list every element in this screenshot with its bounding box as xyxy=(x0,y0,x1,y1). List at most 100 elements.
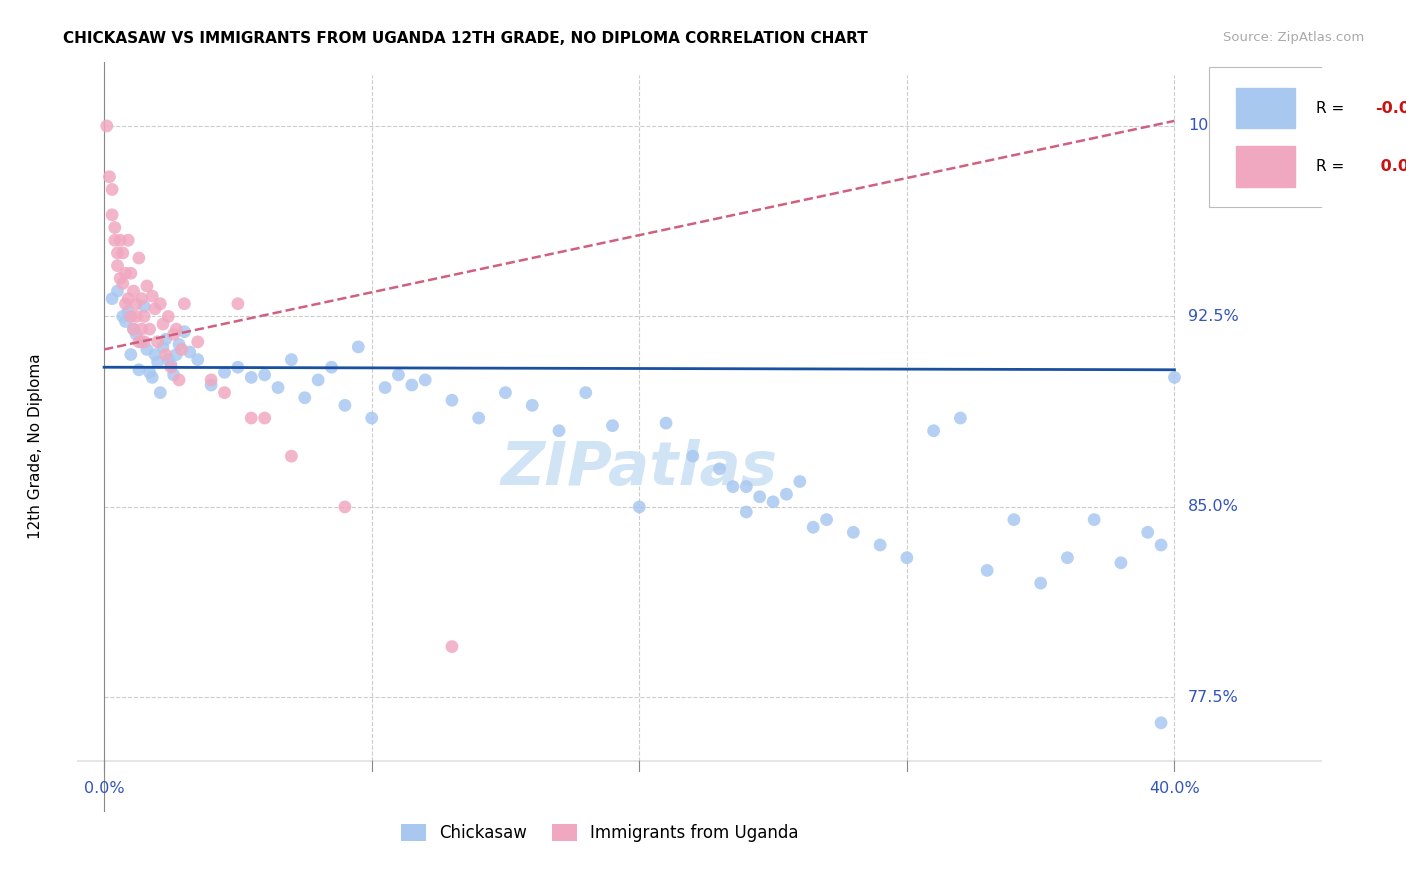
Point xyxy=(214,365,236,379)
Point xyxy=(179,345,201,359)
Point xyxy=(128,334,150,349)
Point xyxy=(655,416,678,430)
Text: 12th Grade, No Diploma: 12th Grade, No Diploma xyxy=(28,353,42,539)
Point xyxy=(522,398,544,412)
Point xyxy=(401,378,423,392)
Point xyxy=(333,398,356,412)
Point xyxy=(122,284,145,298)
Point xyxy=(152,340,174,354)
Text: ZIPatlas: ZIPatlas xyxy=(501,440,778,499)
Point xyxy=(131,334,153,349)
Point xyxy=(104,233,127,247)
Point xyxy=(163,368,186,382)
Point xyxy=(307,373,329,387)
Point xyxy=(280,449,302,463)
Point xyxy=(226,297,249,311)
FancyBboxPatch shape xyxy=(1209,68,1406,207)
Point xyxy=(160,360,183,375)
Point xyxy=(165,347,187,361)
Point xyxy=(163,327,186,342)
Point xyxy=(117,292,139,306)
Point xyxy=(117,304,139,318)
Point xyxy=(1150,538,1173,552)
Point xyxy=(134,310,156,324)
Point xyxy=(387,368,409,382)
Point xyxy=(134,299,156,313)
Point xyxy=(167,337,190,351)
Point xyxy=(321,360,343,375)
Point xyxy=(131,292,153,306)
Point xyxy=(602,418,624,433)
Point xyxy=(495,385,517,400)
Point xyxy=(108,271,131,285)
Point xyxy=(789,475,811,489)
Point xyxy=(146,334,169,349)
Point xyxy=(187,334,209,349)
Point xyxy=(440,393,463,408)
Point xyxy=(735,505,758,519)
Bar xyxy=(1236,87,1295,128)
Point xyxy=(709,462,731,476)
Point xyxy=(735,480,758,494)
Legend: Chickasaw, Immigrants from Uganda: Chickasaw, Immigrants from Uganda xyxy=(394,817,806,848)
Point xyxy=(253,411,276,425)
Point xyxy=(146,355,169,369)
Point xyxy=(134,334,156,349)
Point xyxy=(98,169,121,184)
Point xyxy=(131,322,153,336)
Point xyxy=(1002,513,1025,527)
Point xyxy=(333,500,356,514)
Point xyxy=(775,487,797,501)
Point xyxy=(226,360,249,375)
Point xyxy=(114,266,136,280)
Point xyxy=(170,343,193,357)
Point xyxy=(143,301,166,316)
Point xyxy=(149,385,172,400)
Point xyxy=(141,289,163,303)
Point xyxy=(135,343,157,357)
Text: 92.5%: 92.5% xyxy=(1188,309,1239,324)
Point xyxy=(200,373,222,387)
Point xyxy=(143,347,166,361)
Point xyxy=(240,370,263,384)
Point xyxy=(120,266,142,280)
Point xyxy=(1109,556,1132,570)
Point xyxy=(128,363,150,377)
Point xyxy=(187,352,209,367)
Point xyxy=(125,327,148,342)
Point xyxy=(104,220,127,235)
Point xyxy=(869,538,891,552)
Point xyxy=(125,310,148,324)
Text: R =: R = xyxy=(1316,101,1350,116)
Point xyxy=(253,368,276,382)
Point xyxy=(117,233,139,247)
Point xyxy=(122,322,145,336)
Point xyxy=(682,449,704,463)
Point xyxy=(200,378,222,392)
Text: -0.006: -0.006 xyxy=(1375,101,1406,116)
Point xyxy=(173,297,195,311)
Point xyxy=(976,563,998,577)
Point xyxy=(240,411,263,425)
Text: 100.0%: 100.0% xyxy=(1188,119,1249,134)
Point xyxy=(374,380,396,394)
Point xyxy=(108,233,131,247)
Point xyxy=(167,373,190,387)
Point xyxy=(120,347,142,361)
Point xyxy=(440,640,463,654)
Point xyxy=(155,347,177,361)
Point xyxy=(160,358,183,372)
Point xyxy=(1136,525,1159,540)
Point xyxy=(122,322,145,336)
Point xyxy=(628,500,651,514)
Point xyxy=(101,208,124,222)
Text: CHICKASAW VS IMMIGRANTS FROM UGANDA 12TH GRADE, NO DIPLOMA CORRELATION CHART: CHICKASAW VS IMMIGRANTS FROM UGANDA 12TH… xyxy=(63,31,868,46)
Text: 0.094: 0.094 xyxy=(1375,159,1406,174)
Point xyxy=(922,424,945,438)
Point xyxy=(107,246,129,260)
Point xyxy=(896,550,918,565)
Point xyxy=(467,411,489,425)
Point xyxy=(152,317,174,331)
Point xyxy=(138,322,160,336)
Point xyxy=(762,495,785,509)
